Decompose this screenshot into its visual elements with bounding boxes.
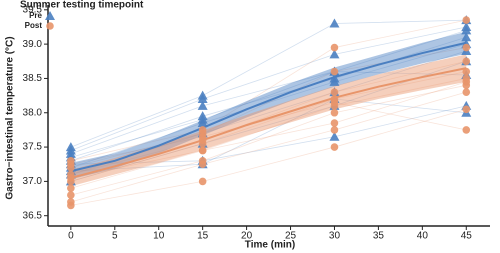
legend-label: Pre xyxy=(29,11,42,20)
data-point xyxy=(67,191,75,199)
x-tick-label: 5 xyxy=(112,231,118,242)
data-point xyxy=(197,100,208,110)
subject-line xyxy=(70,91,467,203)
mean-curve xyxy=(70,67,467,179)
data-point xyxy=(198,146,207,155)
data-point xyxy=(462,57,471,66)
data-point xyxy=(461,25,472,35)
x-tick-label: 30 xyxy=(329,231,341,242)
subject-line xyxy=(70,60,467,175)
x-tick-label: 40 xyxy=(417,231,429,242)
mean-curve xyxy=(70,41,467,173)
y-tick-label: 37.5 xyxy=(23,142,43,153)
data-point xyxy=(330,119,339,127)
subject-line xyxy=(70,71,467,182)
y-tick-label: 38.0 xyxy=(23,107,43,118)
legend-title: Summer testing timepoint xyxy=(20,0,144,11)
data-point xyxy=(330,126,339,134)
data-point xyxy=(197,114,208,124)
data-point xyxy=(329,131,340,141)
data-point xyxy=(330,98,339,107)
x-axis-title: Time (min) xyxy=(245,240,295,251)
data-point xyxy=(67,174,75,182)
data-point xyxy=(330,88,339,96)
legend-marker xyxy=(46,22,54,30)
data-point xyxy=(329,76,340,86)
subject-line xyxy=(70,60,467,182)
subject-line xyxy=(70,84,467,196)
data-point xyxy=(462,126,471,134)
data-point xyxy=(198,132,207,141)
x-tick-label: 10 xyxy=(153,231,165,242)
x-tick-label: 20 xyxy=(241,231,253,242)
data-point xyxy=(462,43,471,52)
subject-line xyxy=(70,19,467,148)
data-point xyxy=(197,94,208,104)
data-point xyxy=(462,78,471,86)
data-point xyxy=(67,160,75,169)
data-point xyxy=(330,143,339,151)
y-tick-label: 37.0 xyxy=(23,176,43,187)
y-tick-label: 39.5 xyxy=(23,4,43,15)
data-point xyxy=(330,43,339,52)
subject-line xyxy=(70,43,467,169)
subject-line xyxy=(70,71,467,158)
data-point xyxy=(462,16,471,24)
x-tick-label: 15 xyxy=(197,231,209,242)
data-point xyxy=(329,18,340,28)
data-point xyxy=(462,88,471,96)
data-point xyxy=(198,160,207,169)
y-tick-label: 38.5 xyxy=(23,73,43,84)
x-tick-label: 0 xyxy=(68,231,74,242)
data-point xyxy=(462,105,471,114)
subject-line xyxy=(70,98,467,172)
legend-marker xyxy=(45,11,55,20)
data-point xyxy=(67,201,75,210)
confidence-band xyxy=(70,54,467,187)
subject-line xyxy=(70,81,467,179)
x-tick-label: 25 xyxy=(285,231,297,242)
data-point xyxy=(330,108,339,117)
x-tick-label: 45 xyxy=(461,231,473,242)
data-point xyxy=(330,67,339,76)
data-point xyxy=(198,177,207,186)
subject-line xyxy=(70,30,467,155)
data-point xyxy=(461,32,472,42)
subject-line xyxy=(70,102,467,165)
y-tick-label: 39.0 xyxy=(23,39,43,50)
subject-line xyxy=(70,78,467,189)
subject-line xyxy=(70,19,467,162)
subject-line xyxy=(70,105,467,165)
y-tick-label: 36.5 xyxy=(23,210,43,221)
subject-line xyxy=(70,26,467,151)
data-point xyxy=(67,184,75,193)
subject-line xyxy=(70,108,467,206)
data-point xyxy=(329,49,340,59)
data-point xyxy=(198,139,207,148)
x-tick-label: 35 xyxy=(373,231,385,242)
legend-label: Post xyxy=(25,21,43,30)
data-point xyxy=(462,67,471,76)
y-axis-title: Gastro−intestinal temperature (°C) xyxy=(5,36,16,199)
